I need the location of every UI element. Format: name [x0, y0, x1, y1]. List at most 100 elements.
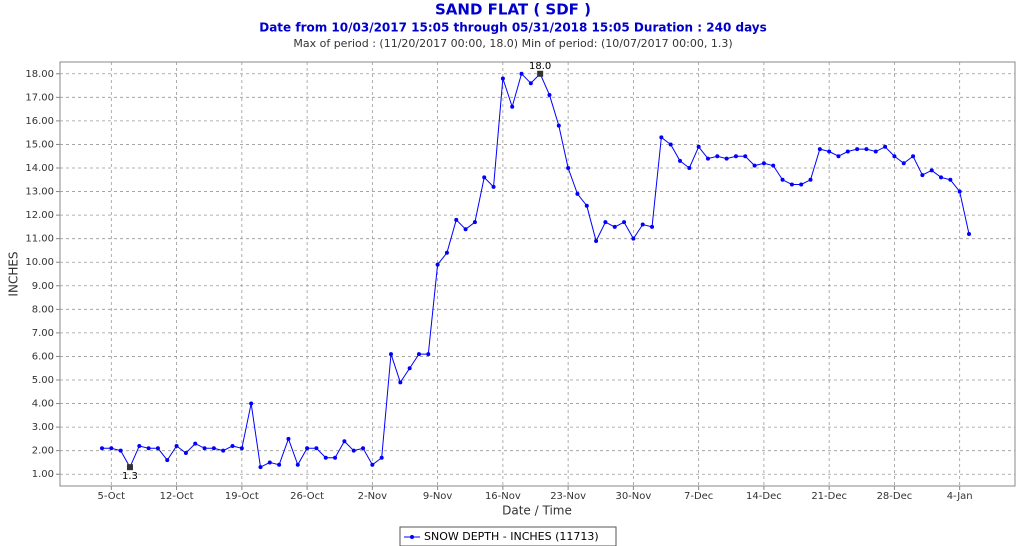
y-tick-label: 6.00 [32, 351, 54, 362]
y-tick-label: 1.00 [32, 469, 54, 480]
data-point [416, 352, 421, 357]
data-point [678, 158, 682, 163]
x-tick-label: 2-Nov [358, 491, 388, 502]
data-point [472, 220, 477, 225]
data-point [668, 142, 673, 147]
y-tick-label: 17.00 [25, 92, 54, 103]
data-point [528, 81, 533, 86]
data-point [594, 239, 599, 244]
data-point [286, 436, 291, 441]
data-point [566, 166, 571, 170]
data-point [510, 104, 515, 109]
y-tick-label: 14.00 [25, 163, 54, 174]
data-point [463, 227, 468, 232]
value-label: 1.3 [122, 471, 138, 482]
data-point [165, 458, 170, 463]
data-point [939, 175, 944, 180]
data-point [771, 163, 776, 168]
x-tick-label: 28-Dec [877, 491, 913, 502]
data-point [808, 177, 813, 182]
y-tick-label: 7.00 [32, 328, 54, 339]
x-tick-label: 4-Jan [947, 491, 973, 502]
y-tick-label: 2.00 [32, 446, 54, 457]
data-point [193, 441, 198, 446]
data-point [659, 135, 664, 140]
data-point [650, 224, 655, 229]
data-point [715, 154, 720, 159]
x-tick-label: 9-Nov [423, 491, 453, 502]
x-tick-label: 21-Dec [811, 491, 847, 502]
data-point [612, 224, 617, 229]
data-point [519, 71, 524, 76]
data-point [379, 455, 384, 460]
y-tick-label: 12.00 [25, 210, 54, 221]
x-tick-label: 19-Oct [225, 491, 259, 502]
data-point [957, 189, 962, 194]
data-point [314, 446, 319, 451]
data-point [733, 154, 738, 159]
y-tick-label: 13.00 [25, 187, 54, 198]
data-point [389, 352, 393, 357]
data-point [202, 446, 207, 451]
data-point [398, 380, 403, 385]
data-point [967, 231, 971, 236]
data-point [556, 123, 561, 128]
extreme-marker [126, 464, 133, 471]
y-tick-label: 15.00 [25, 139, 54, 150]
data-point [948, 177, 953, 182]
data-point [752, 163, 757, 168]
y-tick-label: 5.00 [32, 375, 54, 386]
data-point [239, 446, 244, 451]
data-point [407, 366, 412, 371]
y-axis-label: INCHES [7, 251, 21, 296]
data-point [855, 147, 860, 152]
data-point [370, 462, 375, 467]
data-point [911, 154, 916, 159]
data-point [845, 149, 850, 154]
data-point [883, 144, 888, 149]
series-line [102, 72, 970, 469]
data-point [827, 149, 832, 154]
data-point [687, 166, 692, 170]
data-point [109, 446, 114, 451]
data-point [137, 443, 142, 448]
data-point [920, 173, 925, 178]
data-point [584, 203, 589, 208]
data-point [836, 154, 841, 159]
data-point [901, 161, 906, 166]
data-point [500, 76, 505, 81]
data-point [100, 446, 104, 451]
data-point [118, 448, 123, 453]
data-point [705, 156, 710, 161]
data-point [174, 443, 179, 448]
data-point [482, 175, 487, 180]
data-point [640, 222, 645, 227]
x-tick-label: 5-Oct [98, 491, 126, 502]
y-tick-label: 8.00 [32, 304, 54, 315]
x-axis-label: Date / Time [502, 504, 572, 518]
data-point [295, 462, 300, 467]
data-point [323, 455, 328, 460]
data-point [724, 156, 729, 161]
data-point [603, 220, 608, 225]
data-point [155, 446, 160, 451]
data-point [277, 462, 282, 467]
x-tick-label: 16-Nov [485, 491, 521, 502]
x-tick-label: 26-Oct [290, 491, 324, 502]
data-point [305, 446, 310, 451]
data-point [435, 262, 440, 267]
data-point [183, 451, 188, 456]
x-tick-label: 14-Dec [746, 491, 782, 502]
data-point [631, 236, 636, 241]
y-tick-label: 10.00 [25, 257, 54, 268]
y-tick-label: 3.00 [32, 422, 54, 433]
data-point [249, 401, 254, 406]
data-point [351, 448, 356, 453]
period-note: Max of period : (11/20/2017 00:00, 18.0)… [293, 37, 732, 50]
data-point [454, 217, 459, 222]
data-point [267, 460, 272, 465]
data-point [258, 465, 263, 470]
y-tick-label: 11.00 [25, 234, 54, 245]
data-point [221, 448, 226, 453]
